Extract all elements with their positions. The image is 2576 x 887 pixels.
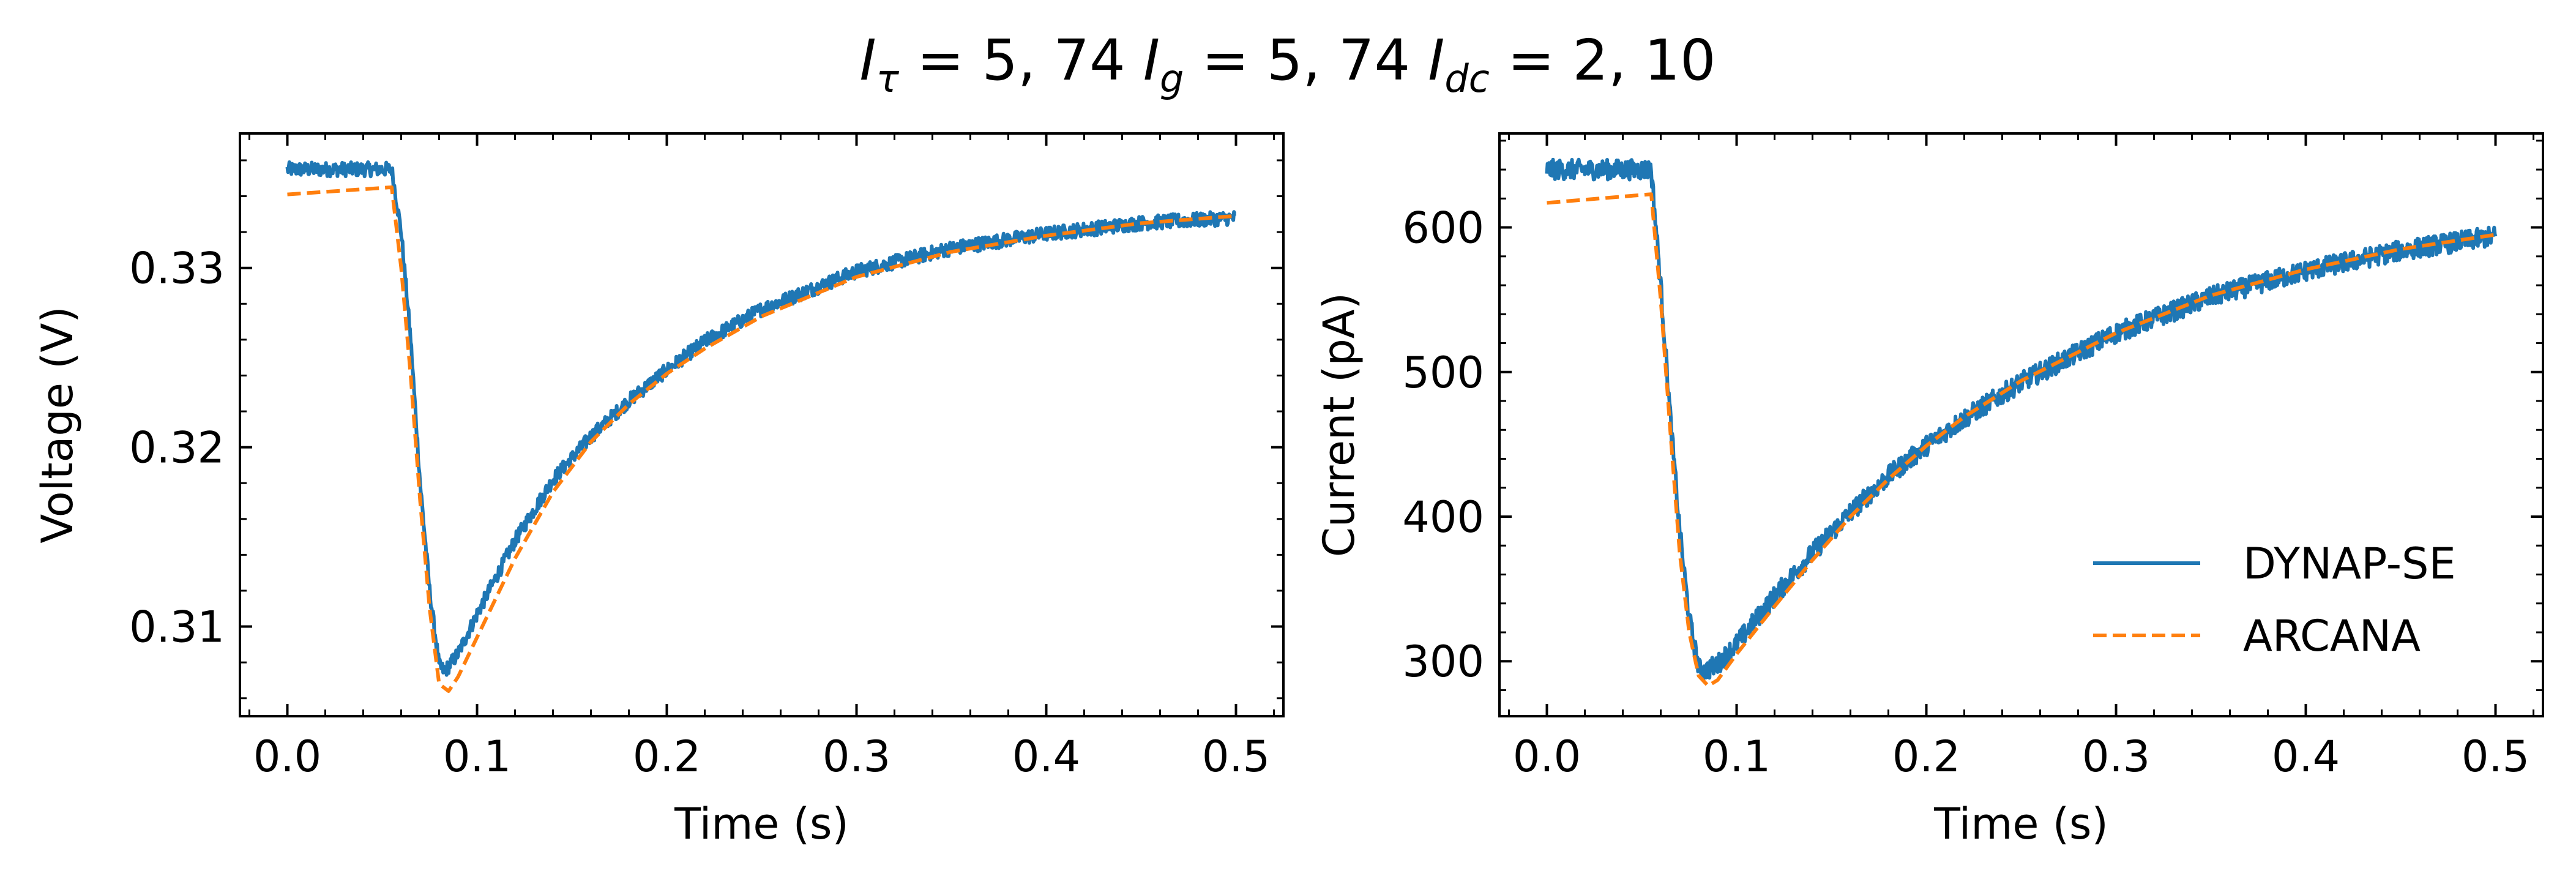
x-tick-label: 0.5 <box>1202 732 1270 782</box>
figure-suptitle: Iτ = 5, 74 Ig = 5, 74 Idc = 2, 10 <box>859 28 1715 101</box>
suptitle-dc-subscript: dc <box>1444 56 1489 101</box>
y-tick-label: 500 <box>1402 348 1484 398</box>
suptitle-g-subscript: g <box>1160 56 1184 101</box>
legend: DYNAP-SE ARCANA <box>2093 539 2456 661</box>
series-line-dynap-se <box>1545 157 2498 682</box>
y-axis-label: Voltage (V) <box>32 306 83 543</box>
x-tick-label: 0.5 <box>2462 732 2529 782</box>
legend-label: ARCANA <box>2243 611 2421 661</box>
plot-frame <box>239 132 1285 717</box>
suptitle-tau-value: = 5, 74 <box>899 28 1143 93</box>
y-tick-label: 0.31 <box>129 602 225 653</box>
suptitle-i-g: I <box>1143 28 1160 93</box>
plot-frame <box>1498 132 2544 717</box>
suptitle-i-dc: I <box>1428 28 1444 93</box>
x-axis-label: Time (s) <box>1933 799 2108 849</box>
x-tick-label: 0.0 <box>253 732 321 782</box>
suptitle-i-tau: I <box>859 28 876 93</box>
suptitle-tau-subscript: τ <box>876 56 900 101</box>
x-axis-label: Time (s) <box>674 799 849 849</box>
x-tick-label: 0.2 <box>1892 732 1960 782</box>
suptitle-g-value: = 5, 74 <box>1184 28 1428 93</box>
y-tick-label: 0.32 <box>129 423 225 473</box>
legend-label: DYNAP-SE <box>2243 539 2456 589</box>
x-tick-label: 0.4 <box>1012 732 1080 782</box>
current-chart: 0.0 0.1 0.2 0.3 0.4 0.5 300 400 500 600 Time (s) Cu… <box>1314 132 2544 849</box>
y-tick-label: 300 <box>1402 637 1484 687</box>
y-tick-label: 0.33 <box>129 244 225 294</box>
x-tick-label: 0.0 <box>1513 732 1581 782</box>
x-tick-label: 0.3 <box>2082 732 2150 782</box>
y-axis-label: Current (pA) <box>1314 293 1364 557</box>
x-tick-label: 0.1 <box>1703 732 1771 782</box>
series-line-arcana <box>1547 192 2496 688</box>
x-tick-label: 0.2 <box>633 732 701 782</box>
y-tick-label: 400 <box>1402 492 1484 542</box>
series-line-arcana <box>287 185 1236 693</box>
x-tick-label: 0.4 <box>2272 732 2340 782</box>
y-tick-label: 600 <box>1402 203 1484 253</box>
x-tick-label: 0.3 <box>823 732 890 782</box>
suptitle-dc-value: = 2, 10 <box>1490 28 1716 93</box>
voltage-chart: 0.0 0.1 0.2 0.3 0.4 0.5 0.31 0.32 0.33 Time (s) Vo… <box>32 132 1285 849</box>
x-tick-label: 0.1 <box>443 732 511 782</box>
